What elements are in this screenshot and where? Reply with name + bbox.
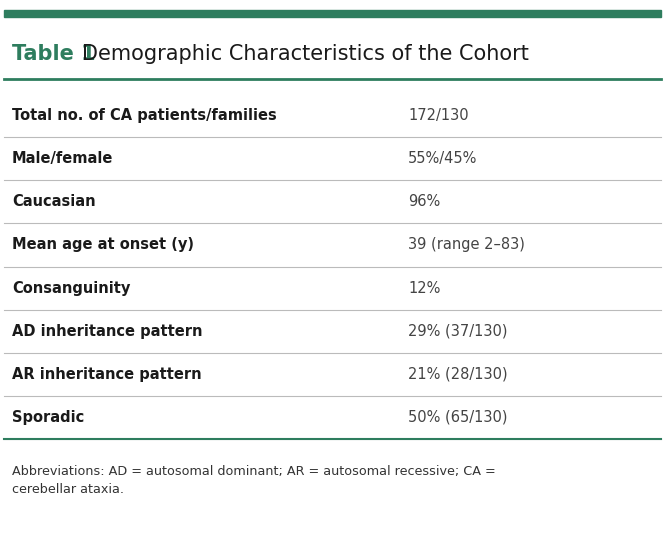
Text: Demographic Characteristics of the Cohort: Demographic Characteristics of the Cohor… — [82, 44, 529, 64]
Text: Total no. of CA patients/families: Total no. of CA patients/families — [12, 108, 277, 124]
Text: 29% (37/130): 29% (37/130) — [408, 324, 507, 338]
Text: 50% (65/130): 50% (65/130) — [408, 409, 507, 425]
Text: Mean age at onset (y): Mean age at onset (y) — [12, 238, 194, 253]
Bar — [4, 11, 661, 17]
Text: Caucasian: Caucasian — [12, 195, 96, 209]
Text: 21% (28/130): 21% (28/130) — [408, 367, 507, 382]
Text: Abbreviations: AD = autosomal dominant; AR = autosomal recessive; CA =
cerebella: Abbreviations: AD = autosomal dominant; … — [12, 465, 496, 496]
Text: Male/female: Male/female — [12, 151, 114, 166]
Text: 55%/45%: 55%/45% — [408, 151, 477, 166]
Text: Consanguinity: Consanguinity — [12, 280, 130, 295]
Text: 39 (range 2–83): 39 (range 2–83) — [408, 238, 525, 253]
Text: Table 1: Table 1 — [12, 44, 96, 64]
Text: AD inheritance pattern: AD inheritance pattern — [12, 324, 203, 338]
Text: AR inheritance pattern: AR inheritance pattern — [12, 367, 201, 382]
Text: 172/130: 172/130 — [408, 108, 469, 124]
Text: 96%: 96% — [408, 195, 440, 209]
Text: Sporadic: Sporadic — [12, 409, 84, 425]
Text: 12%: 12% — [408, 280, 440, 295]
